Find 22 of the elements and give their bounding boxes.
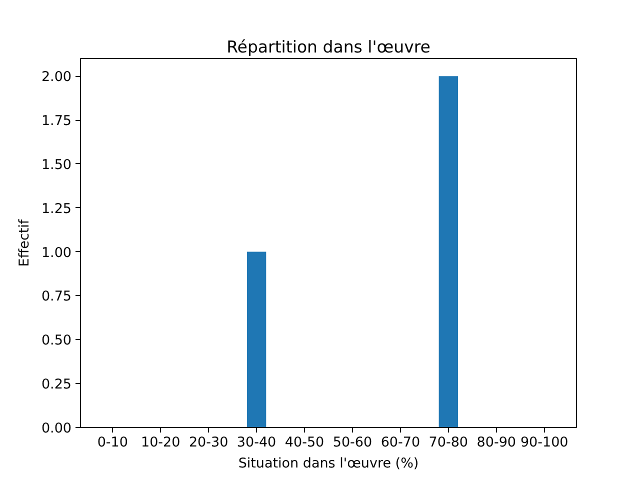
x-tick-label: 20-30 — [188, 434, 228, 450]
y-tick-label: 1.25 — [41, 200, 72, 217]
y-tick-label: 0.50 — [41, 332, 72, 349]
y-tick-label: 1.50 — [41, 156, 72, 173]
y-tick-label: 1.00 — [41, 244, 72, 261]
x-axis-title: Situation dans l'œuvre (%) — [238, 456, 419, 472]
x-tick-label: 50-60 — [332, 434, 372, 450]
y-axis-title: Effectif — [16, 218, 32, 267]
x-tick-label: 90-100 — [520, 434, 568, 450]
x-tick-label: 30-40 — [236, 434, 276, 450]
y-tick-label: 1.75 — [41, 113, 72, 129]
x-tick-label: 0-10 — [97, 434, 128, 450]
y-tick-label: 0.00 — [41, 420, 72, 436]
x-tick-label: 70-80 — [428, 434, 468, 450]
y-tick-label: 0.25 — [41, 376, 72, 393]
chart-title: Répartition dans l'œuvre — [226, 38, 430, 56]
y-tick-label: 0.75 — [41, 288, 72, 305]
y-tick-label: 2.00 — [41, 69, 72, 86]
x-tick-label: 80-90 — [476, 434, 516, 450]
x-tick-label: 60-70 — [380, 434, 420, 450]
x-tick-label: 40-50 — [284, 434, 324, 450]
x-tick-label: 10-20 — [140, 434, 180, 450]
